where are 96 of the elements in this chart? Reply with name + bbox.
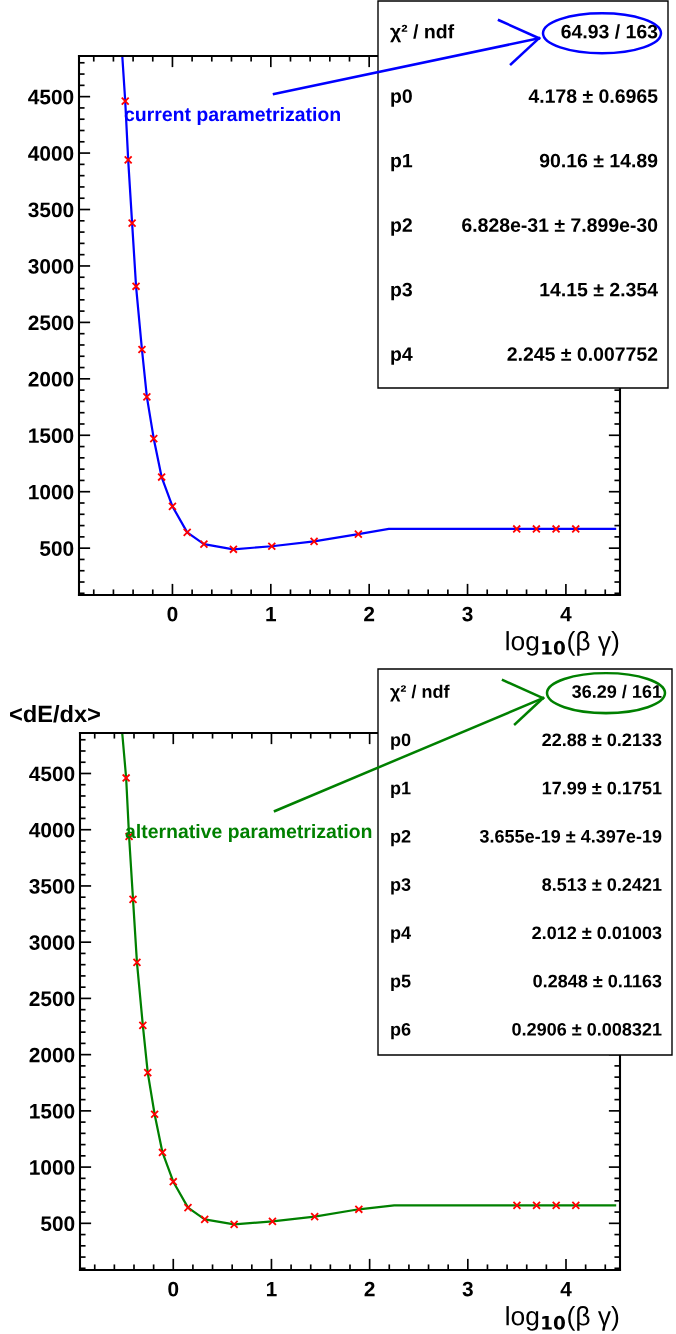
annotation: 90.16 ± 14.89 xyxy=(539,153,658,168)
point xyxy=(354,1204,364,1214)
y-tick-label: 2000 xyxy=(28,371,74,387)
x-tick-label: 0 xyxy=(167,606,178,622)
y-tick-label: 4000 xyxy=(29,822,75,838)
point xyxy=(551,1200,561,1210)
point xyxy=(309,537,319,546)
point xyxy=(149,434,159,444)
point xyxy=(199,539,209,549)
y-tick-label: 2000 xyxy=(29,1047,75,1063)
point xyxy=(137,345,147,354)
y-tick-label: 1000 xyxy=(30,1160,75,1175)
point xyxy=(121,773,131,783)
y-tick-label: 1500 xyxy=(30,1103,75,1119)
annotation: p2 xyxy=(391,829,411,847)
x-tick-label: 2 xyxy=(364,1281,375,1297)
point xyxy=(268,1217,277,1226)
point xyxy=(310,1212,320,1221)
annotation: 14.15 ± 2.354 xyxy=(540,282,658,297)
annotation: 3.655e-19 ± 4.397e-19 xyxy=(479,829,662,843)
point xyxy=(158,1148,167,1157)
point xyxy=(571,1200,581,1210)
point xyxy=(157,472,167,482)
y-tick-label: 3000 xyxy=(28,258,74,274)
point xyxy=(138,1021,148,1030)
y-tick-label: 500 xyxy=(40,541,74,556)
y-tick-label: 3500 xyxy=(29,878,75,894)
annotation: 17.99 ± 0.1751 xyxy=(542,781,662,795)
annotation: 0.2906 ± 0.008321 xyxy=(512,1022,662,1036)
annotation: p5 xyxy=(391,974,411,992)
x-tick-label: 0 xyxy=(168,1281,179,1297)
annotation: p3 xyxy=(391,878,411,895)
point xyxy=(229,1220,239,1229)
annotation: 22.88 ± 0.2133 xyxy=(542,733,662,747)
point xyxy=(512,1200,522,1210)
x-tick-label: 3 xyxy=(462,606,473,622)
y-tick-label: 4500 xyxy=(29,766,75,782)
annotation: p6 xyxy=(391,1022,411,1040)
point xyxy=(532,524,541,534)
point xyxy=(512,524,522,534)
annotation: 6.828e-31 ± 7.899e-30 xyxy=(462,218,658,232)
annotation: 0.2848 ± 0.1163 xyxy=(533,974,662,988)
text: χ² / ndf xyxy=(390,684,450,702)
point xyxy=(551,524,561,534)
annotation: p3 xyxy=(391,282,412,301)
point xyxy=(123,155,133,165)
annotation: p0 xyxy=(391,733,411,750)
y-tick-label: 1500 xyxy=(29,428,74,444)
x-tick-label: 4 xyxy=(560,606,572,622)
y-tick-label: 3000 xyxy=(29,935,75,950)
point xyxy=(142,392,152,402)
point xyxy=(143,1068,153,1078)
point xyxy=(120,96,130,106)
annotation: 8.513 ± 0.2421 xyxy=(542,878,662,891)
annotation: p1 xyxy=(391,781,411,799)
y-tick-label: 4500 xyxy=(28,89,74,105)
x-axis-title: log$_{10}$(β γ) xyxy=(506,631,619,656)
y-tick-label: 2500 xyxy=(29,991,75,1007)
point xyxy=(229,544,238,554)
point xyxy=(571,524,581,534)
point xyxy=(168,1177,178,1187)
text: 36.29 / 161 xyxy=(572,684,662,699)
x-axis-title: log$_{10}$(β γ) xyxy=(506,1306,619,1331)
point xyxy=(267,541,277,551)
text: χ² / ndf xyxy=(390,24,455,43)
point xyxy=(353,529,363,539)
point xyxy=(183,1203,193,1212)
x-tick-label: 2 xyxy=(364,606,375,622)
annotation: 2.012 ± 0.01003 xyxy=(532,926,662,940)
y-tick-label: 4000 xyxy=(28,146,74,161)
y-axis-title: <dE/dx> xyxy=(10,704,100,723)
point xyxy=(127,218,137,228)
x-tick-label: 4 xyxy=(560,1281,572,1297)
point xyxy=(150,1109,159,1119)
point xyxy=(128,895,138,904)
x-tick-label: 3 xyxy=(462,1281,473,1297)
x-tick-label: 1 xyxy=(266,606,277,622)
annotation: p4 xyxy=(391,347,413,365)
point xyxy=(532,1200,541,1210)
point xyxy=(200,1215,210,1224)
annotation: p4 xyxy=(391,926,411,943)
point xyxy=(132,958,142,967)
annotation: p0 xyxy=(391,89,412,107)
annotation: 4.178 ± 0.6965 xyxy=(528,89,658,103)
annotation: p2 xyxy=(391,218,412,236)
y-tick-label: 3500 xyxy=(28,202,74,218)
point xyxy=(182,527,192,537)
annotation: 2.245 ± 0.007752 xyxy=(507,347,658,361)
x-tick-label: 1 xyxy=(266,1281,277,1297)
y-tick-label: 500 xyxy=(41,1216,75,1232)
y-tick-label: 1000 xyxy=(29,484,74,500)
annotation: p1 xyxy=(391,153,413,172)
point xyxy=(168,502,177,511)
point xyxy=(131,281,141,291)
y-tick-label: 2500 xyxy=(28,315,74,331)
text: 64.93 / 163 xyxy=(561,24,658,39)
